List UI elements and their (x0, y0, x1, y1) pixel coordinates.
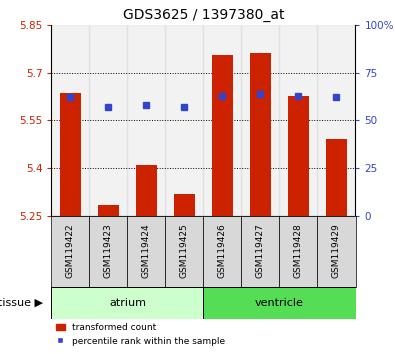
FancyBboxPatch shape (166, 216, 203, 287)
Bar (318, 25, 356, 216)
Text: GSM119428: GSM119428 (294, 223, 303, 278)
Bar (326, 139, 347, 216)
FancyBboxPatch shape (51, 287, 203, 319)
Bar (98, 205, 119, 216)
Bar (60, 93, 81, 216)
Text: GSM119423: GSM119423 (104, 223, 113, 278)
Bar (51, 25, 89, 216)
Text: atrium: atrium (109, 298, 146, 308)
Text: ventricle: ventricle (255, 298, 304, 308)
FancyBboxPatch shape (51, 216, 89, 287)
FancyBboxPatch shape (241, 216, 279, 287)
Bar (212, 55, 233, 216)
Bar (279, 25, 318, 216)
FancyBboxPatch shape (203, 216, 241, 287)
Bar (174, 194, 195, 216)
Text: GSM119426: GSM119426 (218, 223, 227, 278)
FancyBboxPatch shape (279, 216, 318, 287)
Text: GSM119429: GSM119429 (332, 223, 341, 278)
Legend: transformed count, percentile rank within the sample: transformed count, percentile rank withi… (56, 323, 225, 346)
Bar (89, 25, 127, 216)
Text: GSM119424: GSM119424 (142, 223, 151, 278)
Text: GSM119422: GSM119422 (66, 223, 75, 278)
Text: GSM119427: GSM119427 (256, 223, 265, 278)
Bar (288, 97, 309, 216)
Text: GSM119425: GSM119425 (180, 223, 189, 278)
Bar (166, 25, 203, 216)
FancyBboxPatch shape (318, 216, 356, 287)
Bar (241, 25, 279, 216)
Bar (127, 25, 166, 216)
Title: GDS3625 / 1397380_at: GDS3625 / 1397380_at (123, 8, 284, 22)
Bar (136, 165, 157, 216)
FancyBboxPatch shape (127, 216, 166, 287)
FancyBboxPatch shape (203, 287, 356, 319)
FancyBboxPatch shape (89, 216, 127, 287)
Bar (250, 53, 271, 216)
Bar (203, 25, 241, 216)
Text: tissue ▶: tissue ▶ (0, 298, 43, 308)
